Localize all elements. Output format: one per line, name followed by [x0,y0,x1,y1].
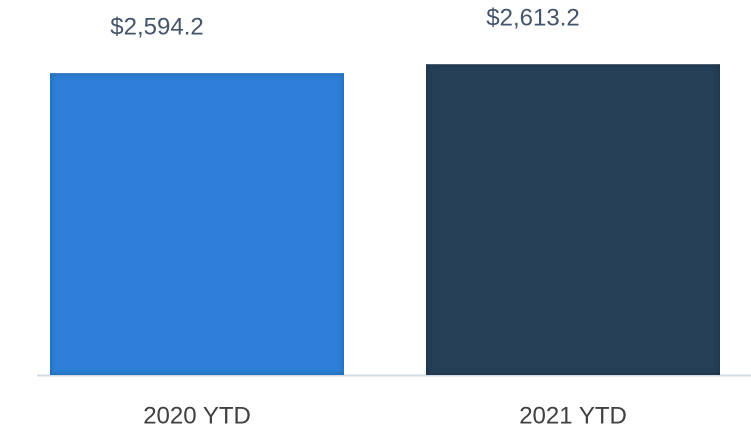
bar [426,64,720,375]
x-tick-label: 2021 YTD [519,402,627,429]
value-label: $2,613.2 [486,5,579,32]
x-tick-label: 2020 YTD [143,402,251,429]
value-label: $2,594.2 [110,13,203,40]
bar [50,73,344,375]
